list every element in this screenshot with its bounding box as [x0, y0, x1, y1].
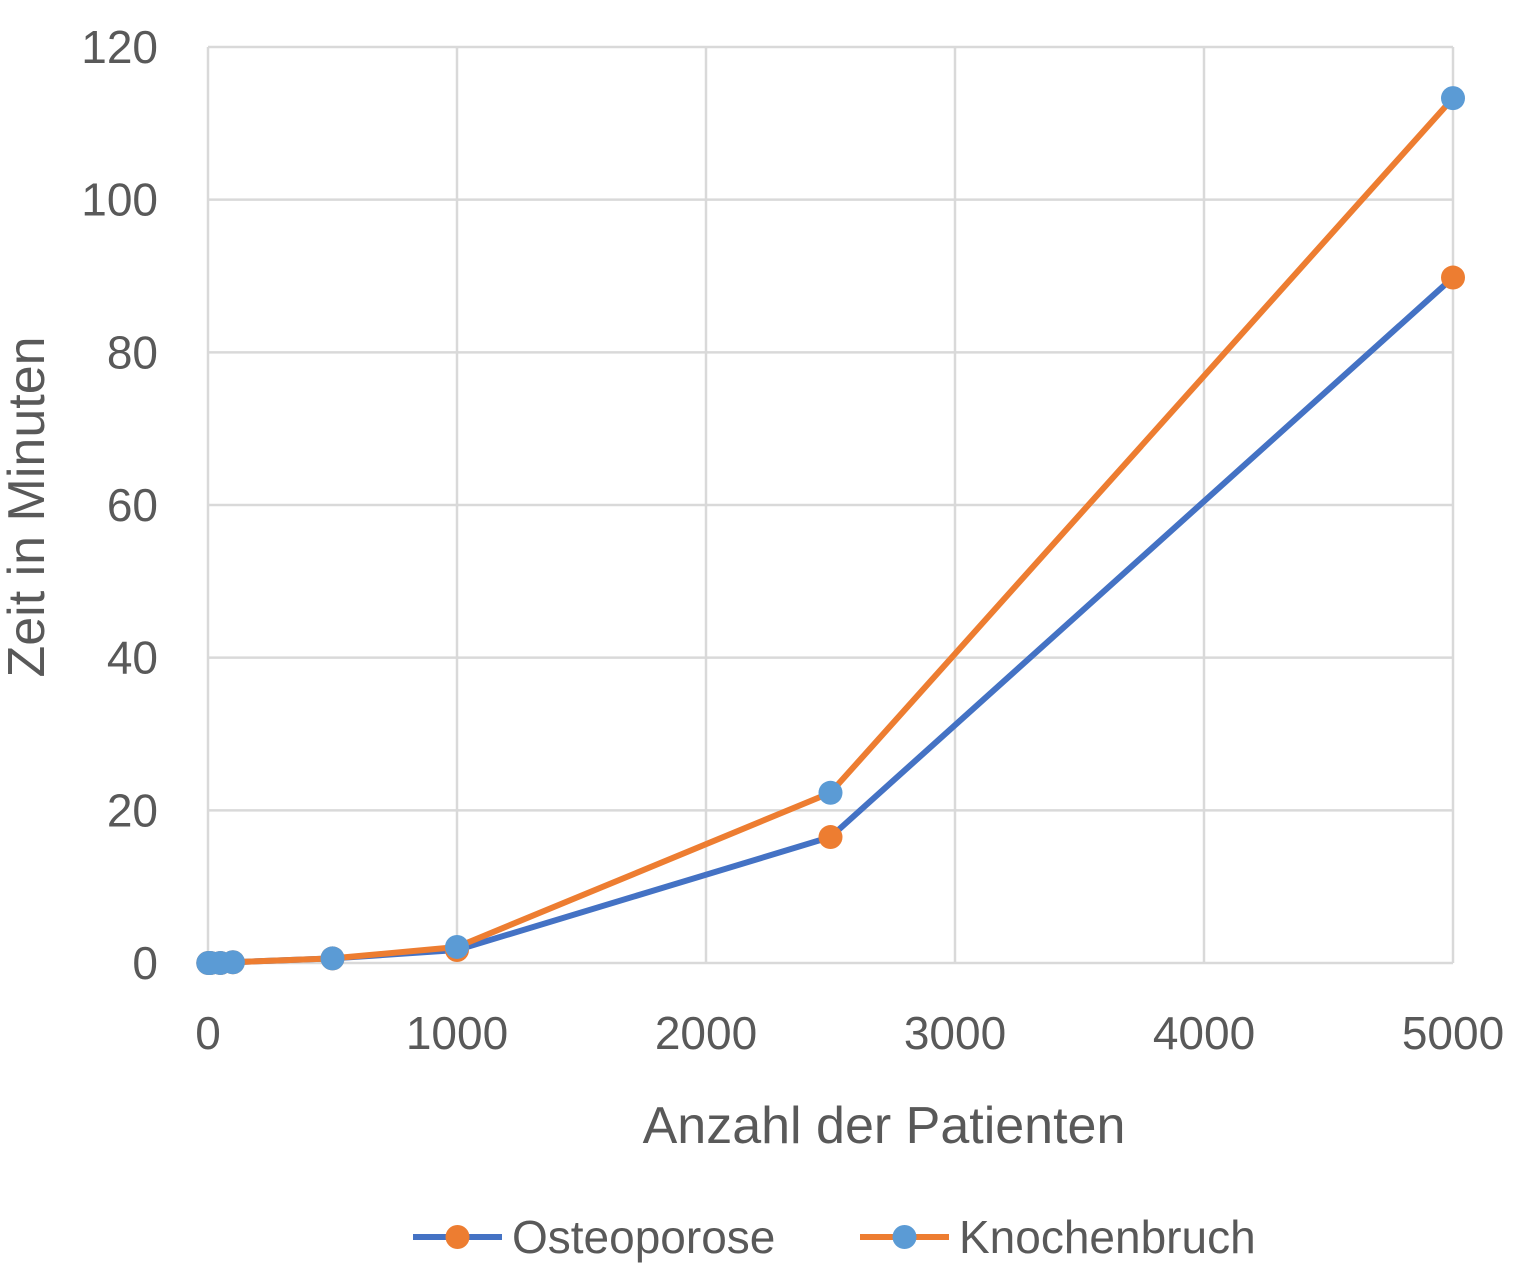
y-tick-label: 60: [107, 479, 158, 531]
data-point-osteoporose: [1441, 265, 1465, 290]
y-tick-label: 120: [81, 21, 158, 73]
y-tick-label: 100: [81, 174, 158, 226]
data-point-knochenbruch: [320, 946, 345, 971]
x-tick-label: 3000: [904, 1007, 1006, 1059]
legend-label: Osteoporose: [512, 1211, 775, 1263]
x-tick-label: 2000: [655, 1007, 757, 1059]
x-tick-label: 4000: [1153, 1007, 1255, 1059]
gridlines: [206, 45, 1455, 965]
tick-labels: 0 20 40 60 80 100 120 0 1000 2000 3000 4000 5000: [81, 21, 1504, 1059]
y-tick-label: 80: [107, 326, 158, 378]
legend: Osteoporose Knochenbruch: [413, 1211, 1256, 1263]
x-tick-label: 5000: [1402, 1007, 1504, 1059]
data-point-knochenbruch: [818, 780, 843, 805]
legend-marker: [892, 1225, 917, 1249]
legend-label: Knochenbruch: [959, 1211, 1256, 1263]
y-tick-label: 0: [132, 937, 158, 989]
x-axis-title: Anzahl der Patienten: [643, 1097, 1126, 1155]
y-axis-title: Zeit in Minuten: [0, 336, 56, 677]
data-point-osteoporose: [818, 825, 843, 850]
data-point-knochenbruch: [220, 950, 245, 975]
legend-marker: [445, 1225, 470, 1249]
x-tick-label: 0: [195, 1007, 221, 1059]
series-markers: [196, 86, 1465, 975]
y-tick-label: 40: [107, 632, 158, 684]
x-tick-label: 1000: [406, 1007, 508, 1059]
data-point-knochenbruch: [1441, 86, 1465, 111]
series-line-osteoporose: [205, 274, 1456, 966]
data-point-knochenbruch: [445, 934, 469, 959]
y-tick-label: 20: [107, 784, 158, 836]
